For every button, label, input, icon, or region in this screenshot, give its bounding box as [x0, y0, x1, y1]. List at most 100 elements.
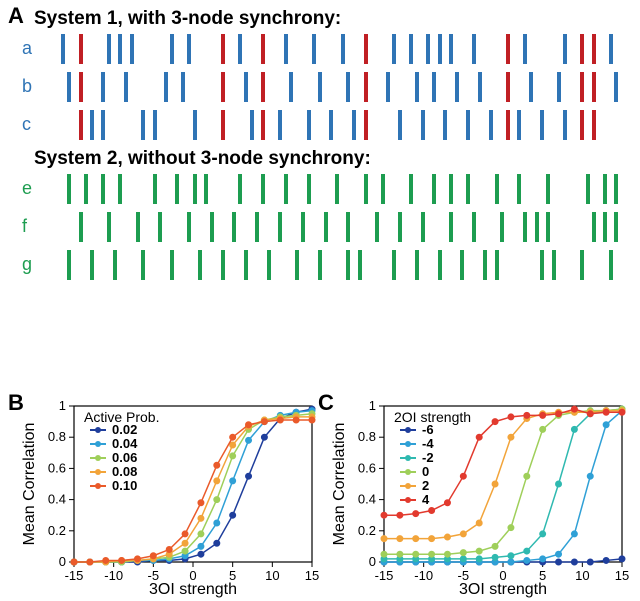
x-tick-label: -10: [414, 568, 433, 583]
raster-tick: [495, 174, 499, 204]
raster-tick: [460, 250, 464, 280]
series-marker: [556, 481, 562, 487]
raster-tick: [181, 72, 185, 102]
raster-tick: [535, 212, 539, 242]
series-line: [74, 414, 312, 562]
raster-tick: [592, 34, 596, 64]
raster-tick: [335, 174, 339, 204]
legend-label: 2: [422, 478, 429, 493]
raster-tick: [244, 250, 248, 280]
raster-tick: [478, 72, 482, 102]
series-marker: [476, 548, 482, 554]
x-tick-label: 10: [575, 568, 589, 583]
raster-tick: [346, 250, 350, 280]
series-line: [384, 409, 622, 554]
legend-marker: [95, 441, 101, 447]
legend: Active Prob.0.020.040.060.080.10: [84, 409, 159, 493]
series-marker: [261, 434, 267, 440]
series-marker: [603, 422, 609, 428]
series-marker: [540, 556, 546, 562]
raster-tick: [375, 212, 379, 242]
raster-tick: [398, 212, 402, 242]
raster-tick: [517, 174, 521, 204]
y-tick-label: 0.2: [48, 523, 66, 538]
series-marker: [198, 515, 204, 521]
raster-tick: [284, 34, 288, 64]
series-marker: [556, 559, 562, 565]
raster-tick: [261, 72, 265, 102]
raster-tick: [153, 110, 157, 140]
series-marker: [214, 478, 220, 484]
series-line: [74, 420, 312, 562]
raster-tick: [187, 212, 191, 242]
series-marker: [492, 554, 498, 560]
raster-tick: [118, 174, 122, 204]
raster-tick: [421, 212, 425, 242]
raster-row: [50, 72, 620, 102]
series-marker: [198, 551, 204, 557]
series-marker: [198, 500, 204, 506]
raster-tick: [198, 250, 202, 280]
y-tick-label: 0.8: [48, 429, 66, 444]
raster-tick: [455, 72, 459, 102]
series-marker: [429, 536, 435, 542]
raster-tick: [329, 110, 333, 140]
series-marker: [444, 534, 450, 540]
y-tick-label: 0: [369, 554, 376, 569]
series-marker: [277, 417, 283, 423]
series-marker: [508, 434, 514, 440]
raster-tick: [346, 212, 350, 242]
series-marker: [381, 512, 387, 518]
raster-tick: [267, 250, 271, 280]
raster-tick: [483, 250, 487, 280]
legend-label: 0.06: [112, 450, 137, 465]
series-marker: [476, 556, 482, 562]
legend-label: 0.02: [112, 422, 137, 437]
series-marker: [198, 543, 204, 549]
legend-marker: [95, 469, 101, 475]
raster-tick: [364, 72, 368, 102]
raster-tick: [472, 34, 476, 64]
panel-label-a: A: [8, 3, 24, 29]
raster-tick: [563, 110, 567, 140]
raster-tick: [546, 212, 550, 242]
raster-tick: [426, 34, 430, 64]
series-marker: [460, 556, 466, 562]
raster-tick: [523, 34, 527, 64]
raster-tick: [232, 212, 236, 242]
x-tick-label: 10: [265, 568, 279, 583]
series-marker: [246, 422, 252, 428]
series-marker: [492, 543, 498, 549]
series-marker: [508, 525, 514, 531]
y-tick-label: 0: [59, 554, 66, 569]
raster-tick: [580, 72, 584, 102]
raster-tick: [324, 212, 328, 242]
series-marker: [524, 548, 530, 554]
x-tick-label: 15: [615, 568, 629, 583]
raster-tick: [580, 250, 584, 280]
raster-tick: [124, 72, 128, 102]
raster-tick: [79, 110, 83, 140]
raster-tick: [67, 72, 71, 102]
panel-a-title-1: System 1, with 3-node synchrony:: [34, 8, 341, 30]
raster-tick: [364, 110, 368, 140]
chart: -15-10-505101500.20.40.60.813OI strength…: [330, 400, 630, 598]
raster-tick: [614, 174, 618, 204]
raster-tick: [210, 212, 214, 242]
series-marker: [540, 412, 546, 418]
series-marker: [603, 409, 609, 415]
raster-tick: [592, 212, 596, 242]
raster-tick: [409, 174, 413, 204]
raster-tick: [523, 212, 527, 242]
y-axis-label: Mean Correlation: [21, 423, 38, 546]
raster-tick: [284, 174, 288, 204]
figure-root: ASystem 1, with 3-node synchrony:abcSyst…: [0, 0, 640, 601]
series-marker: [246, 437, 252, 443]
series-marker: [444, 500, 450, 506]
legend-marker: [405, 497, 411, 503]
series-marker: [397, 512, 403, 518]
legend-label: 0: [422, 464, 429, 479]
raster-tick: [158, 212, 162, 242]
raster-tick: [472, 212, 476, 242]
raster-tick: [101, 72, 105, 102]
